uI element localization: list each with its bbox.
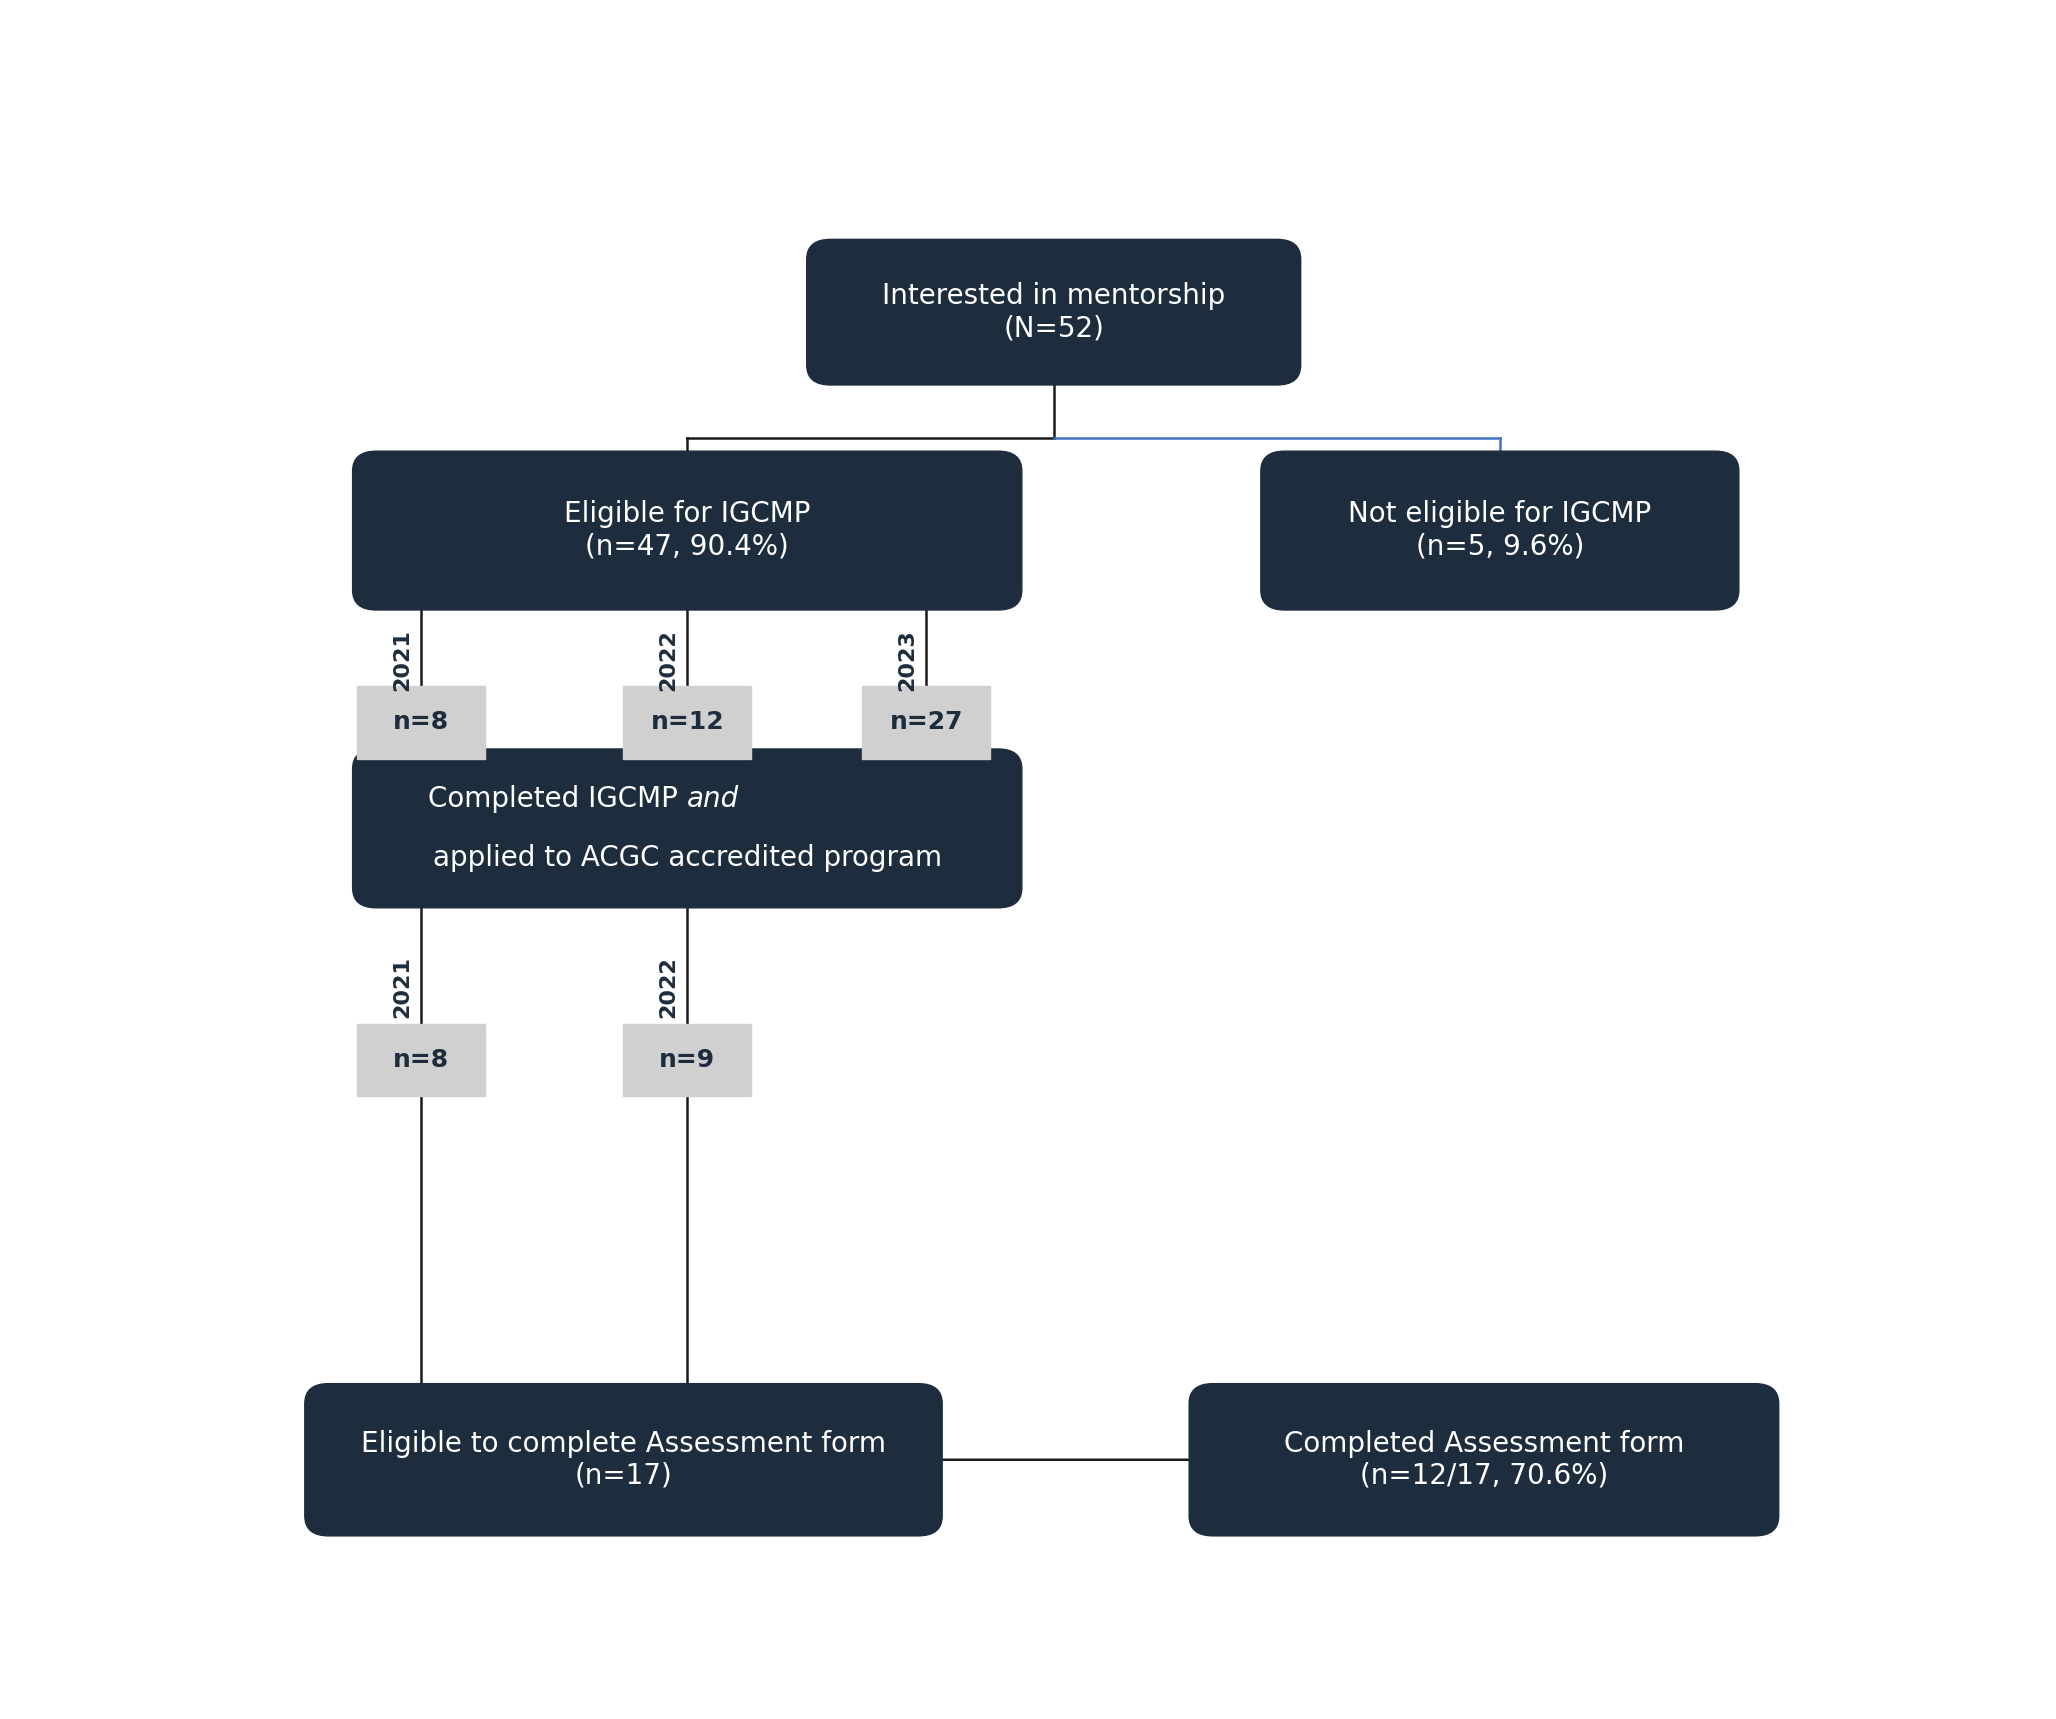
Text: Eligible to complete Assessment form
(n=17): Eligible to complete Assessment form (n=… bbox=[362, 1430, 886, 1490]
Text: n=27: n=27 bbox=[890, 710, 962, 734]
Text: and: and bbox=[687, 786, 740, 813]
Text: 2021: 2021 bbox=[393, 956, 411, 1018]
Text: 2023: 2023 bbox=[896, 629, 917, 691]
Text: applied to ACGC accredited program: applied to ACGC accredited program bbox=[432, 844, 942, 872]
FancyBboxPatch shape bbox=[623, 1023, 750, 1097]
Text: 2022: 2022 bbox=[658, 629, 678, 691]
Text: 2022: 2022 bbox=[658, 956, 678, 1018]
Text: Eligible for IGCMP
(n=47, 90.4%): Eligible for IGCMP (n=47, 90.4%) bbox=[563, 500, 810, 560]
FancyBboxPatch shape bbox=[623, 686, 750, 758]
FancyBboxPatch shape bbox=[806, 239, 1301, 385]
FancyBboxPatch shape bbox=[358, 686, 485, 758]
FancyBboxPatch shape bbox=[864, 686, 991, 758]
Text: n=8: n=8 bbox=[393, 1049, 448, 1073]
Text: Not eligible for IGCMP
(n=5, 9.6%): Not eligible for IGCMP (n=5, 9.6%) bbox=[1349, 500, 1651, 560]
Text: n=9: n=9 bbox=[660, 1049, 715, 1073]
Text: Completed IGCMP: Completed IGCMP bbox=[428, 786, 687, 813]
FancyBboxPatch shape bbox=[354, 749, 1022, 908]
Text: Completed Assessment form
(n=12/17, 70.6%): Completed Assessment form (n=12/17, 70.6… bbox=[1283, 1430, 1684, 1490]
FancyBboxPatch shape bbox=[1188, 1384, 1778, 1535]
Text: n=12: n=12 bbox=[650, 710, 724, 734]
FancyBboxPatch shape bbox=[358, 1023, 485, 1097]
Text: 2021: 2021 bbox=[393, 629, 411, 691]
FancyBboxPatch shape bbox=[354, 450, 1022, 610]
FancyBboxPatch shape bbox=[304, 1384, 942, 1535]
Text: n=8: n=8 bbox=[393, 710, 448, 734]
Text: Interested in mentorship
(N=52): Interested in mentorship (N=52) bbox=[882, 282, 1225, 342]
FancyBboxPatch shape bbox=[1260, 450, 1739, 610]
